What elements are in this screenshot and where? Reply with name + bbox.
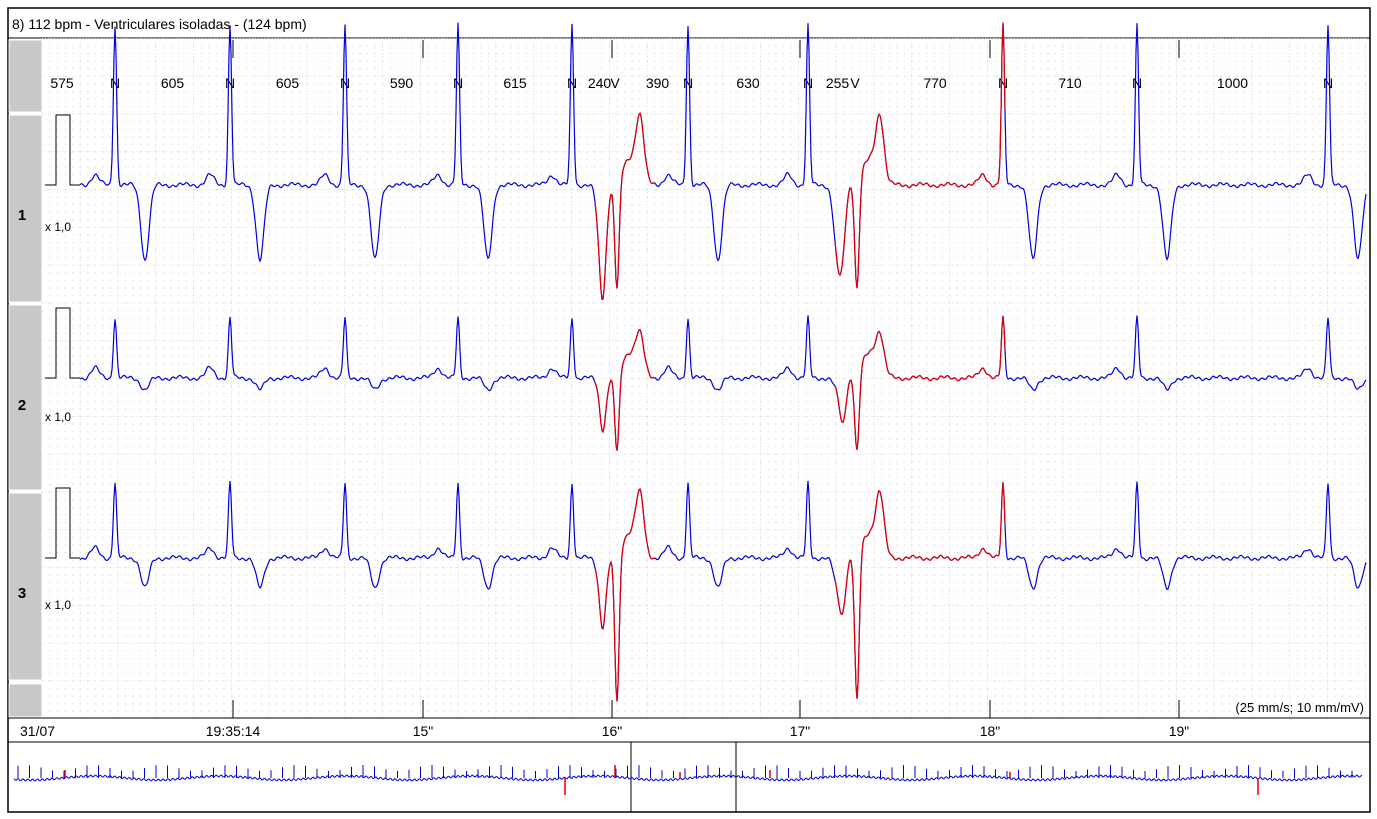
- ecg-trace: [79, 480, 1367, 702]
- side-button[interactable]: [8, 492, 43, 681]
- beat-label: N: [1132, 75, 1142, 91]
- ecg-trace-ectopic: [594, 328, 656, 451]
- ecg-trace-ectopic: [834, 315, 1006, 450]
- rr-interval: 590: [390, 75, 414, 91]
- ecg-trace-ectopic: [834, 22, 1006, 289]
- beat-label: N: [683, 75, 693, 91]
- side-button[interactable]: [8, 114, 43, 303]
- time-label: 19:35:14: [206, 723, 261, 739]
- rr-interval: 575: [50, 75, 74, 91]
- time-label: 18": [980, 723, 1001, 739]
- title: 8) 112 bpm - Ventriculares isoladas - (1…: [12, 16, 307, 32]
- time-label: 17": [790, 723, 811, 739]
- overview-beats: [17, 765, 1353, 778]
- ecg-trace-ectopic: [594, 488, 656, 702]
- calibration-pulse: [45, 487, 80, 559]
- rr-interval: 615: [503, 75, 527, 91]
- time-label: 19": [1169, 723, 1190, 739]
- beat-label: N: [803, 75, 813, 91]
- overview-trace: [13, 774, 1363, 782]
- calibration-pulse: [45, 114, 80, 186]
- time-label: 16": [602, 723, 623, 739]
- rr-interval: 605: [276, 75, 300, 91]
- rr-interval: 710: [1058, 75, 1082, 91]
- rr-interval: 240: [588, 75, 612, 91]
- beat-label: N: [998, 75, 1008, 91]
- side-button[interactable]: [8, 39, 43, 113]
- side-button[interactable]: [8, 683, 43, 718]
- gain-label: x 1,0: [45, 598, 71, 612]
- rr-interval: 770: [923, 75, 947, 91]
- channel-column: [8, 39, 43, 718]
- rr-interval: 630: [736, 75, 760, 91]
- channel-label: 3: [18, 585, 26, 602]
- ecg-trace: [79, 22, 1367, 301]
- beat-label: N: [1323, 75, 1333, 91]
- calibration-pulse: [45, 307, 80, 379]
- beat-label: V: [850, 75, 860, 91]
- beat-label: V: [610, 75, 620, 91]
- scale-note: (25 mm/s; 10 mm/mV): [1235, 700, 1364, 715]
- gain-label: x 1,0: [45, 220, 71, 234]
- beat-label: N: [110, 75, 120, 91]
- ecg-trace-ectopic: [834, 482, 1006, 699]
- beat-label: N: [340, 75, 350, 91]
- rr-interval: 605: [161, 75, 185, 91]
- ecg-trace: [79, 315, 1367, 451]
- beat-label: N: [567, 75, 577, 91]
- rr-interval: 1000: [1217, 75, 1248, 91]
- date-label: 31/07: [20, 723, 55, 739]
- overview-ectopic: [64, 765, 1259, 795]
- beat-label: N: [225, 75, 235, 91]
- side-button[interactable]: [8, 304, 43, 491]
- channel-label: 2: [18, 397, 26, 414]
- rr-interval: 390: [646, 75, 670, 91]
- gain-label: x 1,0: [45, 410, 71, 424]
- time-label: 15": [413, 723, 434, 739]
- ecg-trace-ectopic: [594, 112, 656, 301]
- rr-interval: 255: [826, 75, 850, 91]
- beat-label: N: [453, 75, 463, 91]
- channel-label: 1: [18, 207, 26, 224]
